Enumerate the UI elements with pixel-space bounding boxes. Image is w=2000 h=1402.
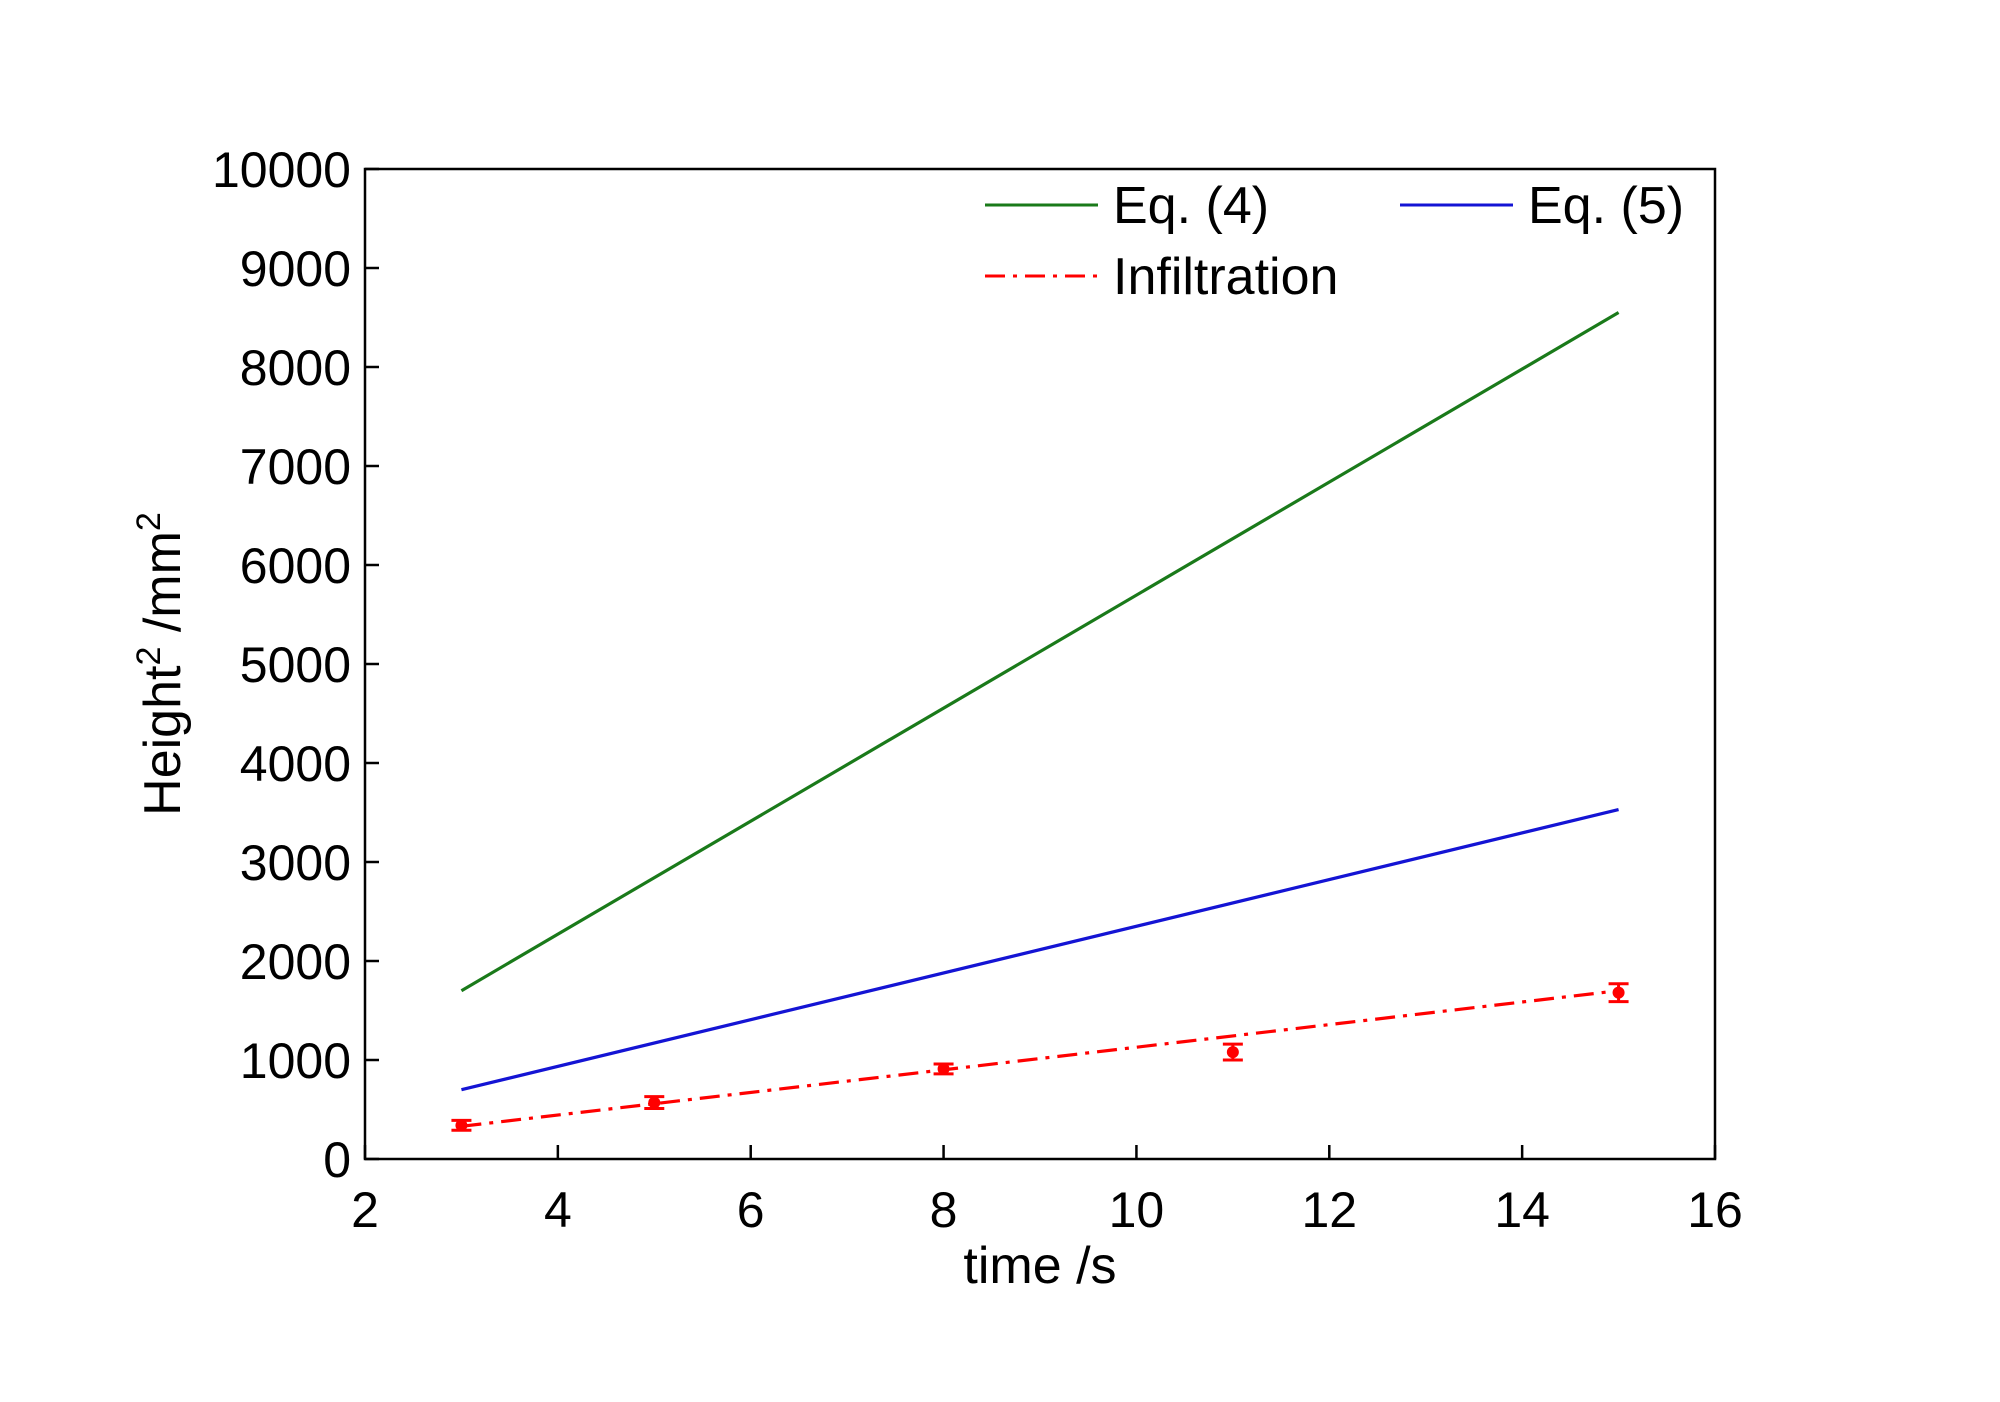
series-lines xyxy=(460,311,1620,1128)
data-point xyxy=(1612,986,1625,999)
x-tick-label: 10 xyxy=(1109,1182,1165,1238)
y-axis-title-sup1: 2 xyxy=(130,647,168,666)
x-tick-label: 16 xyxy=(1687,1182,1743,1238)
legend-label-eq4: Eq. (4) xyxy=(1113,177,1269,235)
y-tick-label: 3000 xyxy=(240,835,351,891)
y-tick-label: 1000 xyxy=(240,1033,351,1089)
y-axis: 0 1000 2000 3000 4000 5000 6000 7000 8000 9000 100… xyxy=(212,142,379,1188)
data-point xyxy=(648,1096,661,1109)
data-point xyxy=(455,1119,468,1132)
y-tick-label: 0 xyxy=(323,1132,351,1188)
x-tick-label: 6 xyxy=(737,1182,765,1238)
y-tick-label: 8000 xyxy=(240,340,351,396)
y-axis-title-unit: /mm xyxy=(134,531,192,647)
y-axis-title: Height2 /mm2 xyxy=(130,512,192,816)
y-tick-label: 4000 xyxy=(240,736,351,792)
y-axis-title-base: Height xyxy=(134,665,192,816)
series-line-eq-4 xyxy=(460,311,1620,993)
x-axis-title: time /s xyxy=(963,1237,1116,1295)
x-tick-label: 8 xyxy=(930,1182,958,1238)
legend-label-infiltration: Infiltration xyxy=(1113,248,1338,306)
data-points xyxy=(451,982,1629,1132)
x-tick-label: 4 xyxy=(544,1182,572,1238)
data-point xyxy=(937,1062,950,1075)
y-tick-label: 6000 xyxy=(240,538,351,594)
plot-frame xyxy=(363,167,1717,1161)
x-tick-label: 14 xyxy=(1494,1182,1550,1238)
y-tick-label: 7000 xyxy=(240,439,351,495)
y-tick-label: 5000 xyxy=(240,637,351,693)
series-line-eq-5 xyxy=(461,807,1619,1092)
x-axis: 2 4 6 8 10 12 14 16 xyxy=(351,1145,1743,1238)
series-line-infiltration xyxy=(461,989,1619,1128)
legend-label-eq5: Eq. (5) xyxy=(1528,177,1684,235)
y-tick-label: 9000 xyxy=(240,241,351,297)
y-tick-label: 2000 xyxy=(240,934,351,990)
y-axis-title-sup2: 2 xyxy=(130,512,168,531)
x-tick-label: 12 xyxy=(1301,1182,1357,1238)
legend: Eq. (4) Eq. (5) Infiltration xyxy=(985,177,1684,306)
x-tick-label: 2 xyxy=(351,1182,379,1238)
y-tick-label: 10000 xyxy=(212,142,351,198)
data-point xyxy=(1226,1046,1239,1059)
